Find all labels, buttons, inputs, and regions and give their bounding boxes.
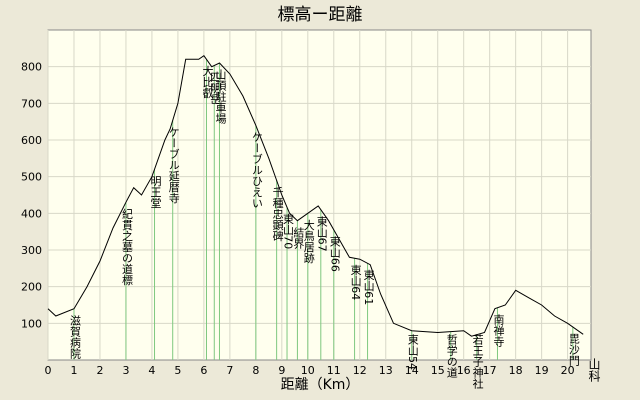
marker-label: 東山66 [328,236,341,272]
end-label: 山科 [587,358,601,382]
x-tick-label: 3 [122,364,129,377]
marker-label: 千種忠顕碑 [271,186,284,242]
x-tick-label: 12 [353,364,367,377]
marker-label: 東山67 [315,215,328,251]
marker-label: 東山54 [406,334,419,370]
marker-label: 大鳥居跡 [302,218,315,264]
x-tick-label: 6 [200,364,207,377]
x-tick-label: 16 [457,364,471,377]
marker-label: 滋賀病院 [68,314,81,358]
marker-label: 明王堂 [149,175,162,208]
y-tick-label: 400 [21,207,42,220]
marker-label: 哲学の道 [445,334,458,378]
x-tick-label: 14 [405,364,419,377]
x-tick-label: 2 [96,364,103,377]
marker-label: 東山61 [362,269,375,305]
x-tick-label: 11 [327,364,341,377]
marker-label: 若王子神社 [471,334,484,390]
x-tick-label: 17 [483,364,497,377]
marker-label: 四明岳 [209,71,222,104]
marker-label: 東山70 [282,213,295,249]
x-tick-label: 13 [379,364,393,377]
marker-label: 結界 [292,225,305,249]
marker-label: 大比叡 [201,64,214,99]
x-tick-label: 9 [278,364,285,377]
x-tick-label: 4 [148,364,155,377]
x-tick-label: 7 [226,364,233,377]
marker-label: ケーブル延暦寺 [167,126,180,203]
x-tick-label: 19 [535,364,549,377]
marker-label: 山頂駐車場 [214,69,227,125]
x-tick-label: 8 [252,364,259,377]
x-tick-label: 20 [561,364,575,377]
y-tick-label: 500 [21,171,42,184]
y-tick-label: 600 [21,134,42,147]
x-tick-label: 15 [431,364,445,377]
x-tick-label: 0 [45,364,52,377]
elevation-line [47,55,584,337]
plot-area [47,29,592,361]
x-tick-label: 5 [174,364,181,377]
x-tick-label: 1 [70,364,77,377]
marker-label: 毘沙門 [567,333,580,367]
y-tick-label: 200 [21,281,42,294]
y-tick-label: 800 [21,61,42,74]
y-tick-label: 100 [21,317,42,330]
marker-label: 紀貫之墓の道標 [120,208,133,286]
x-tick-label: 18 [509,364,523,377]
marker-label: ケーブルひえい [250,131,263,208]
marker-label: 東山64 [349,264,362,300]
marker-label: 南禅寺 [492,313,505,346]
x-axis-label: 距離（Km） [281,376,360,393]
chart-title: 標高ー距離 [278,5,363,25]
y-tick-label: 300 [21,244,42,257]
y-tick-label: 700 [21,97,42,110]
x-tick-label: 10 [301,364,315,377]
